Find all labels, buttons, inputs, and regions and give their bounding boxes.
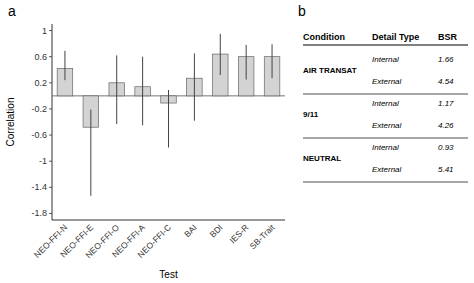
y-tick-label: -1.4: [31, 182, 47, 192]
table-value: 1.66: [438, 55, 454, 64]
table-detail-type: External: [372, 121, 402, 130]
table-condition: 9/11: [303, 110, 319, 119]
table-condition: AIR TRANSAT: [303, 66, 357, 75]
table-condition: NEUTRAL: [303, 154, 341, 163]
error-bar: [64, 51, 65, 80]
table-detail-type: External: [372, 165, 402, 174]
y-tick-label: 1: [42, 26, 47, 36]
plot-area: [52, 34, 285, 196]
error-bar: [246, 45, 247, 80]
y-tick-label: -1.8: [31, 208, 47, 218]
error-bar: [220, 34, 221, 75]
table-value: 4.26: [438, 121, 454, 130]
x-tick-label: NEO-FFI-C: [135, 222, 172, 259]
y-tick-label: 0.2: [34, 78, 47, 88]
y-axis: [52, 24, 53, 220]
error-bar: [194, 53, 195, 120]
error-bar: [142, 57, 143, 126]
table-value: 1.17: [438, 99, 454, 108]
x-tick-label: SB-Trait: [248, 222, 277, 251]
table-header: Condition: [303, 32, 345, 42]
figure: a-1.8-1.4-1-0.6-0.20.20.61NEO-FFI-NNEO-F…: [0, 0, 474, 283]
x-axis-label: Test: [159, 269, 178, 280]
y-tick-label: -1: [39, 156, 47, 166]
table-rule: [303, 138, 468, 139]
table-header: Detail Type: [372, 32, 419, 42]
table-detail-type: Internal: [372, 55, 399, 64]
table-rule: [303, 94, 468, 95]
x-tick-label: IES-R: [227, 222, 250, 245]
panel-label: b: [298, 3, 306, 19]
y-tick-label: -0.6: [31, 130, 47, 140]
y-tick-label: 0.6: [34, 52, 47, 62]
error-bar: [116, 55, 117, 124]
error-bar: [272, 44, 273, 78]
table-rule: [303, 45, 468, 46]
y-axis-label: Correlation: [5, 98, 16, 147]
x-tick-label: BAI: [182, 222, 199, 239]
x-tick-label: BDI: [208, 222, 225, 239]
table-header: BSR: [438, 32, 458, 42]
table-detail-type: External: [372, 77, 402, 86]
y-tick-label: -0.2: [31, 104, 47, 114]
x-axis: [52, 220, 285, 221]
table-value: 4.54: [438, 77, 454, 86]
panel-label: a: [8, 3, 16, 19]
table-value: 0.93: [438, 143, 454, 152]
error-bar: [90, 110, 91, 196]
table-rule: [303, 182, 468, 183]
table-detail-type: Internal: [372, 99, 399, 108]
table-detail-type: Internal: [372, 143, 399, 152]
error-bar: [168, 90, 169, 147]
table-value: 5.41: [438, 165, 454, 174]
